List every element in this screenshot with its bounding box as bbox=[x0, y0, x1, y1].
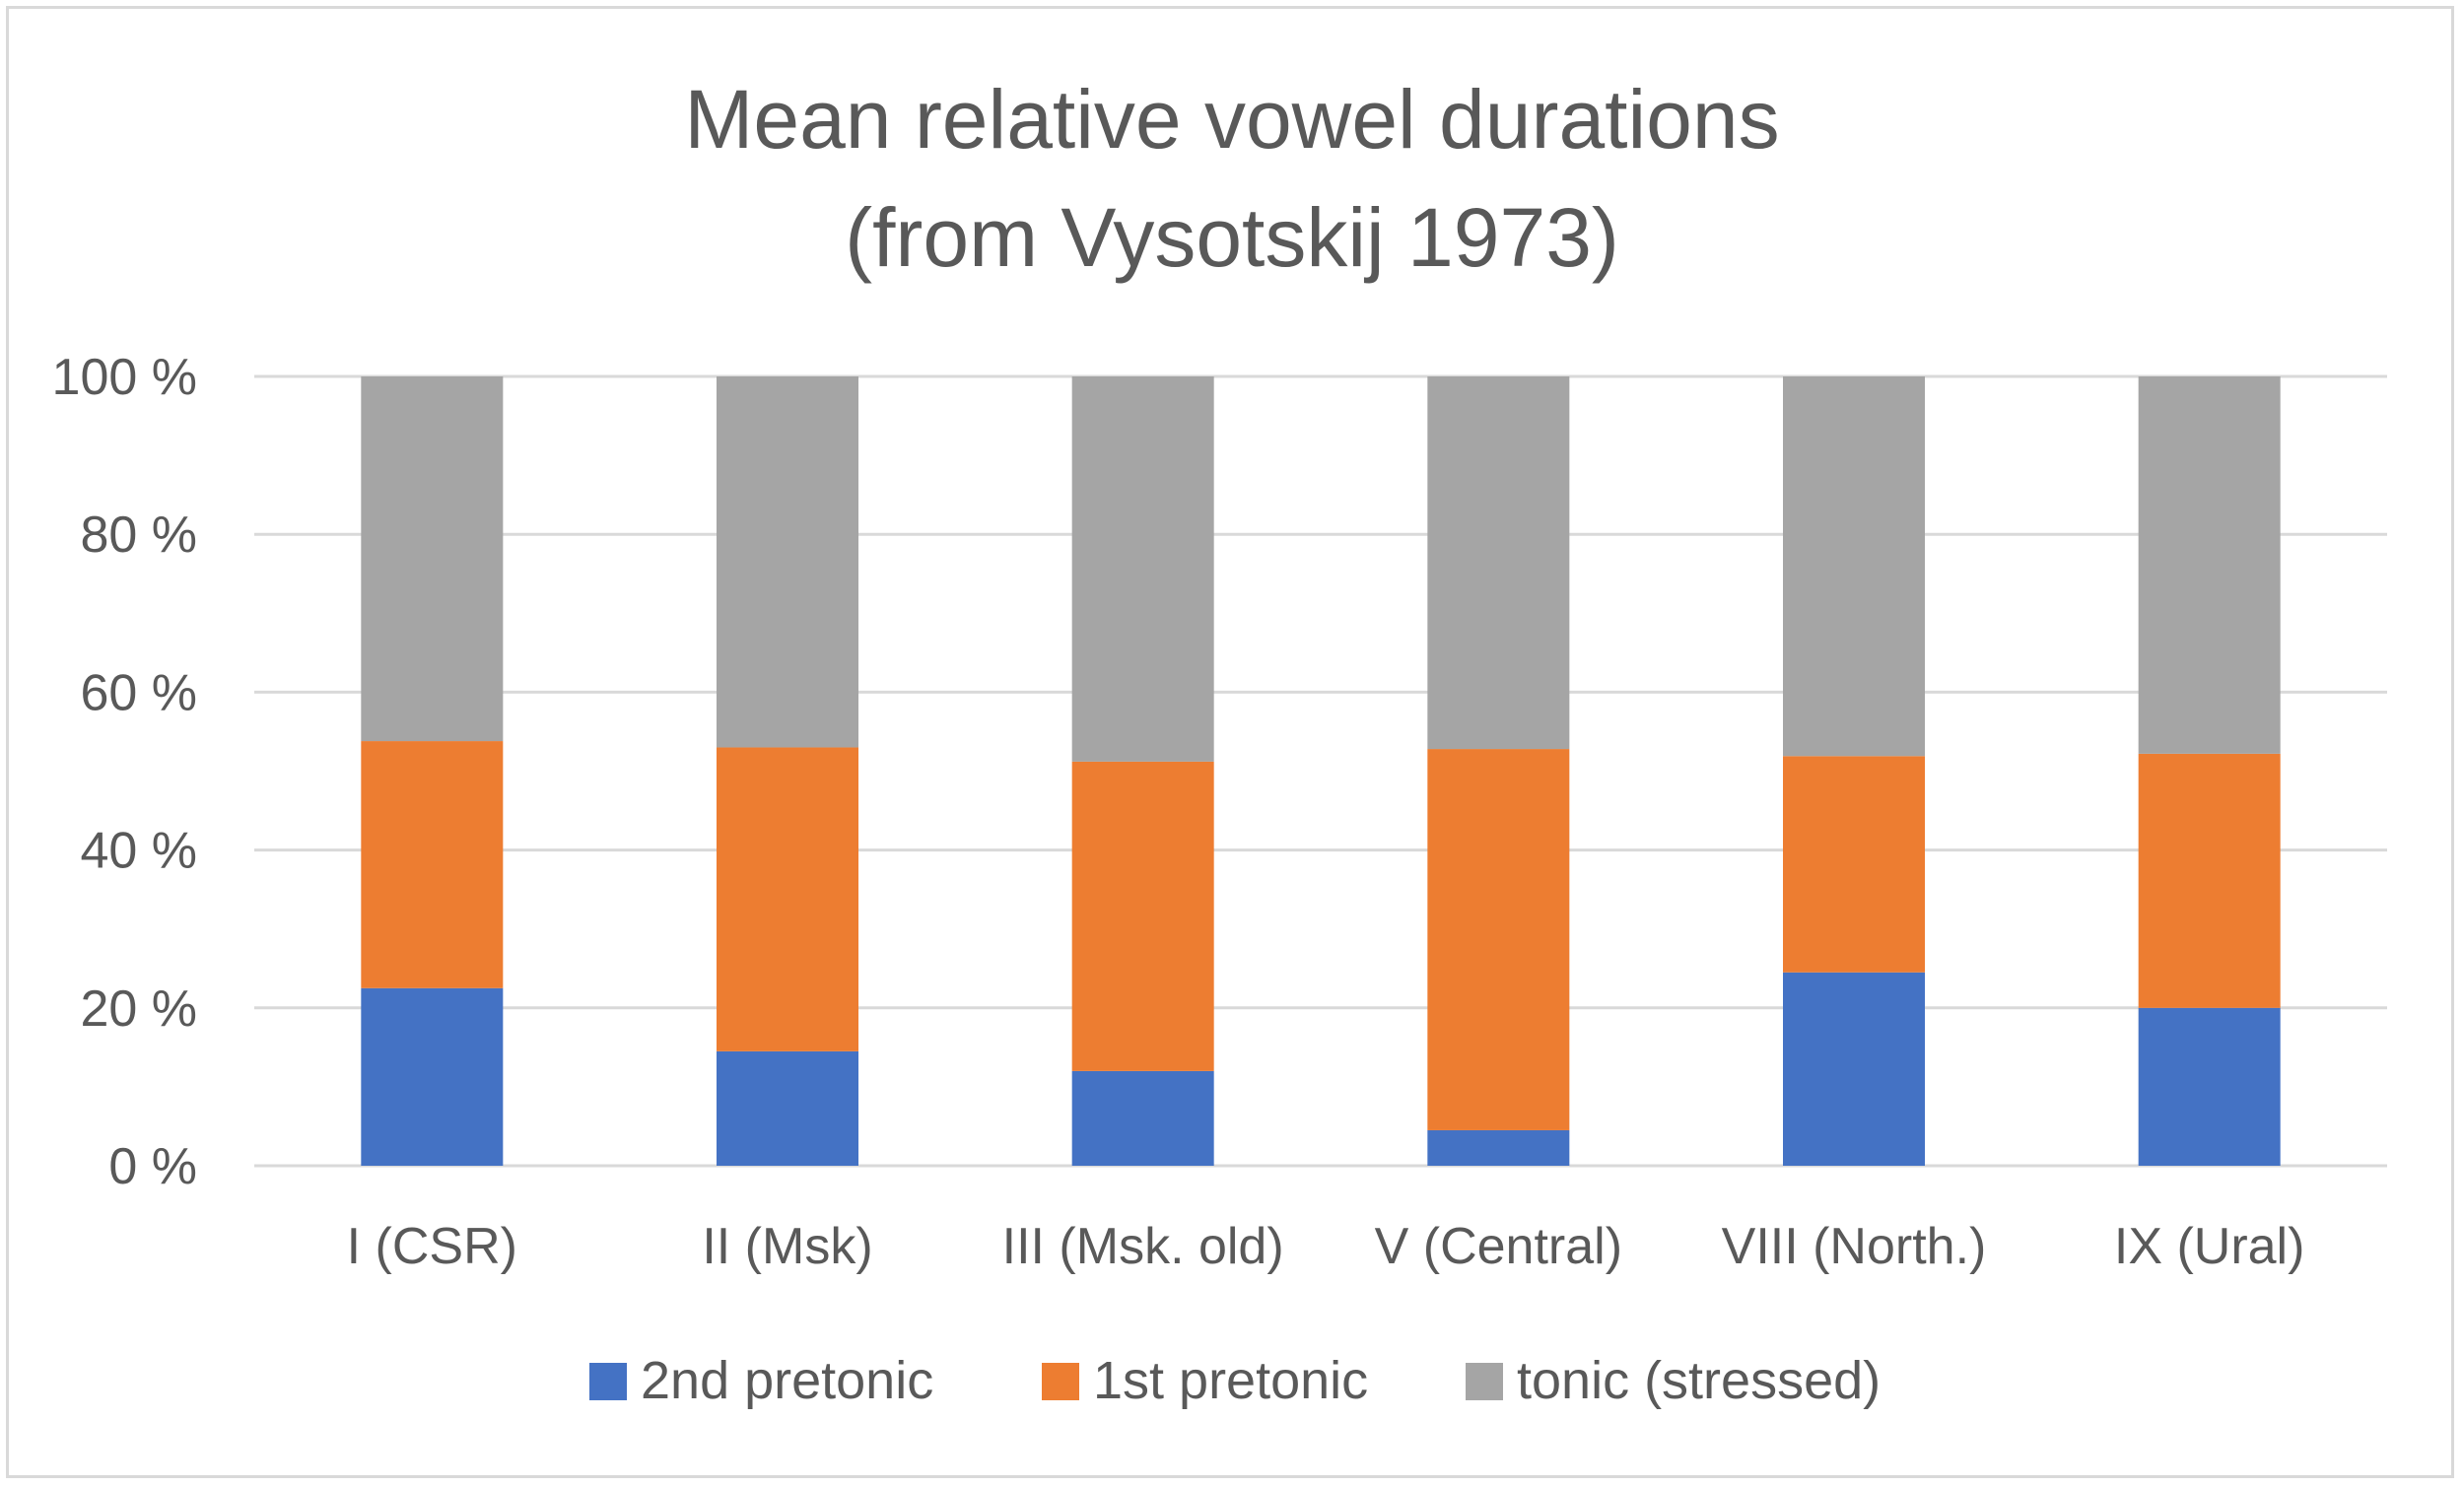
legend-label: 1st pretonic bbox=[1093, 1351, 1368, 1410]
bar-segment bbox=[717, 747, 858, 1051]
x-category-label: II (Msk) bbox=[702, 1218, 872, 1275]
bar-segment bbox=[361, 987, 504, 1166]
y-tick-label: 100 % bbox=[52, 349, 197, 406]
bar-segment bbox=[1427, 1129, 1570, 1166]
legend-label: tonic (stressed) bbox=[1517, 1351, 1881, 1410]
x-category-label: V (Central) bbox=[1375, 1218, 1622, 1275]
bar-segment bbox=[1071, 761, 1214, 1071]
bar-segment bbox=[717, 376, 858, 748]
legend-label: 2nd pretonic bbox=[641, 1351, 933, 1410]
bar-segment bbox=[2138, 753, 2281, 1008]
bar-segment bbox=[2138, 376, 2281, 754]
bar-segment bbox=[1783, 756, 1925, 973]
x-category-label: VIII (North.) bbox=[1722, 1218, 1987, 1275]
bar-segment bbox=[361, 376, 504, 742]
bar-segment bbox=[1783, 376, 1925, 757]
bar-segment bbox=[1071, 376, 1214, 762]
y-tick-label: 80 % bbox=[80, 507, 197, 564]
x-category-label: I (CSR) bbox=[347, 1218, 517, 1275]
legend-swatch bbox=[589, 1363, 627, 1400]
y-tick-label: 60 % bbox=[80, 664, 197, 721]
chart-title-line-2: (from Vysotskij 1973) bbox=[845, 191, 1619, 284]
bar-segment bbox=[1783, 972, 1925, 1166]
bar-segment bbox=[2138, 1007, 2281, 1166]
gridlines bbox=[254, 374, 2387, 1168]
y-tick-label: 0 % bbox=[108, 1138, 197, 1195]
legend: 2nd pretonic 1st pretonic tonic (stressed) bbox=[589, 1351, 1881, 1410]
bar-segment bbox=[1071, 1070, 1214, 1166]
x-axis-category-labels: I (CSR) II (Msk) III (Msk. old) V (Central)… bbox=[347, 1218, 2305, 1275]
chart-title-line-1: Mean relative vowel durations bbox=[684, 73, 1779, 166]
bar-segment bbox=[1427, 376, 1570, 750]
y-tick-label: 20 % bbox=[80, 980, 197, 1038]
legend-swatch bbox=[1042, 1363, 1079, 1400]
bars bbox=[361, 376, 2281, 1166]
x-category-label: IX (Ural) bbox=[2114, 1218, 2305, 1275]
x-category-label: III (Msk. old) bbox=[1002, 1218, 1284, 1275]
legend-swatch bbox=[1466, 1363, 1503, 1400]
y-tick-label: 40 % bbox=[80, 823, 197, 880]
bar-segment bbox=[361, 741, 504, 988]
bar-segment bbox=[1427, 749, 1570, 1130]
bar-segment bbox=[717, 1050, 858, 1166]
y-axis-tick-labels: 0 % 20 % 40 % 60 % 80 % 100 % bbox=[52, 349, 197, 1195]
